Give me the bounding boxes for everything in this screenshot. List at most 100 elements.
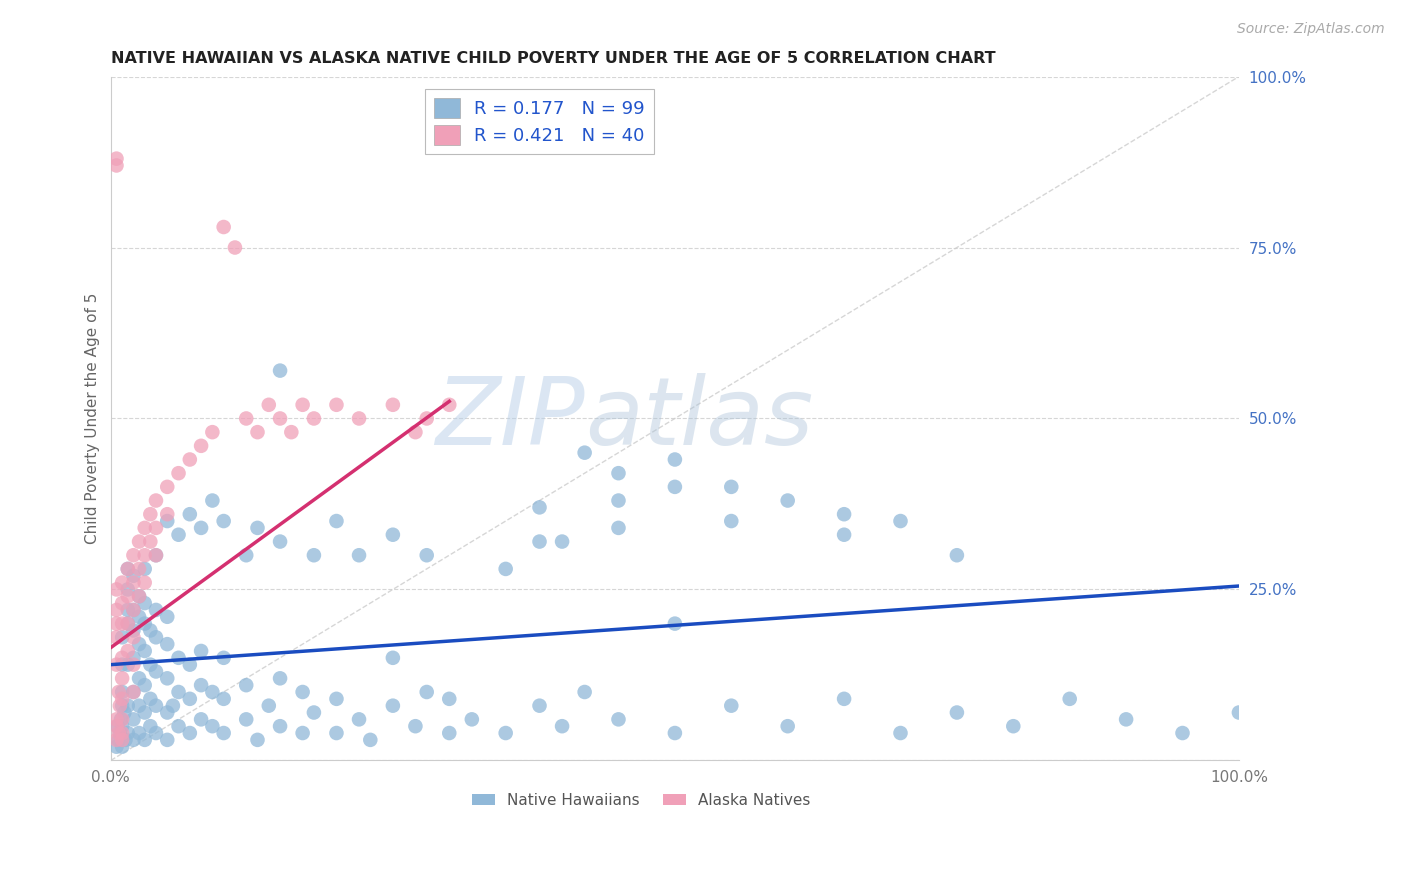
- Point: [134, 575, 156, 590]
- Point: [107, 719, 129, 733]
- Point: [139, 534, 162, 549]
- Point: [551, 534, 574, 549]
- Point: [111, 657, 134, 672]
- Point: [134, 706, 156, 720]
- Point: [139, 624, 162, 638]
- Point: [117, 603, 139, 617]
- Point: [257, 398, 280, 412]
- Point: [105, 616, 128, 631]
- Point: [201, 425, 224, 439]
- Point: [439, 726, 461, 740]
- Point: [128, 589, 150, 603]
- Point: [832, 507, 855, 521]
- Point: [607, 493, 630, 508]
- Point: [664, 616, 686, 631]
- Point: [269, 719, 291, 733]
- Point: [439, 398, 461, 412]
- Point: [224, 240, 246, 254]
- Point: [574, 685, 596, 699]
- Point: [145, 603, 167, 617]
- Point: [1115, 712, 1137, 726]
- Point: [134, 644, 156, 658]
- Point: [415, 685, 437, 699]
- Point: [107, 685, 129, 699]
- Point: [404, 425, 426, 439]
- Point: [302, 548, 325, 562]
- Point: [280, 425, 302, 439]
- Point: [111, 575, 134, 590]
- Point: [1171, 726, 1194, 740]
- Point: [105, 152, 128, 166]
- Point: [347, 548, 370, 562]
- Point: [128, 671, 150, 685]
- Point: [1227, 706, 1250, 720]
- Point: [167, 650, 190, 665]
- Point: [156, 637, 179, 651]
- Point: [134, 562, 156, 576]
- Point: [112, 706, 135, 720]
- Point: [122, 630, 145, 644]
- Point: [832, 691, 855, 706]
- Point: [139, 657, 162, 672]
- Point: [111, 739, 134, 754]
- Point: [117, 589, 139, 603]
- Point: [235, 678, 257, 692]
- Point: [117, 562, 139, 576]
- Point: [269, 363, 291, 377]
- Point: [461, 712, 484, 726]
- Point: [111, 596, 134, 610]
- Point: [128, 726, 150, 740]
- Point: [105, 158, 128, 172]
- Point: [495, 562, 517, 576]
- Point: [156, 480, 179, 494]
- Point: [167, 466, 190, 480]
- Point: [269, 534, 291, 549]
- Point: [302, 411, 325, 425]
- Point: [167, 719, 190, 733]
- Point: [190, 712, 212, 726]
- Point: [269, 671, 291, 685]
- Legend: Native Hawaiians, Alaska Natives: Native Hawaiians, Alaska Natives: [465, 787, 817, 814]
- Point: [111, 671, 134, 685]
- Point: [291, 726, 314, 740]
- Point: [664, 480, 686, 494]
- Point: [235, 712, 257, 726]
- Point: [246, 425, 269, 439]
- Point: [720, 514, 742, 528]
- Point: [117, 562, 139, 576]
- Point: [128, 609, 150, 624]
- Point: [117, 657, 139, 672]
- Point: [145, 548, 167, 562]
- Point: [776, 493, 799, 508]
- Point: [156, 609, 179, 624]
- Point: [1059, 691, 1081, 706]
- Point: [111, 616, 134, 631]
- Point: [246, 732, 269, 747]
- Point: [145, 726, 167, 740]
- Text: NATIVE HAWAIIAN VS ALASKA NATIVE CHILD POVERTY UNDER THE AGE OF 5 CORRELATION CH: NATIVE HAWAIIAN VS ALASKA NATIVE CHILD P…: [111, 51, 995, 66]
- Point: [381, 698, 404, 713]
- Point: [179, 507, 201, 521]
- Point: [156, 514, 179, 528]
- Point: [117, 644, 139, 658]
- Point: [190, 521, 212, 535]
- Point: [439, 691, 461, 706]
- Point: [117, 582, 139, 597]
- Point: [111, 691, 134, 706]
- Point: [111, 685, 134, 699]
- Point: [111, 719, 134, 733]
- Point: [246, 521, 269, 535]
- Point: [190, 439, 212, 453]
- Point: [122, 603, 145, 617]
- Point: [134, 678, 156, 692]
- Point: [111, 630, 134, 644]
- Text: atlas: atlas: [585, 373, 813, 464]
- Point: [139, 507, 162, 521]
- Point: [156, 507, 179, 521]
- Point: [145, 630, 167, 644]
- Point: [574, 445, 596, 459]
- Point: [720, 480, 742, 494]
- Point: [291, 685, 314, 699]
- Point: [105, 739, 128, 754]
- Point: [122, 732, 145, 747]
